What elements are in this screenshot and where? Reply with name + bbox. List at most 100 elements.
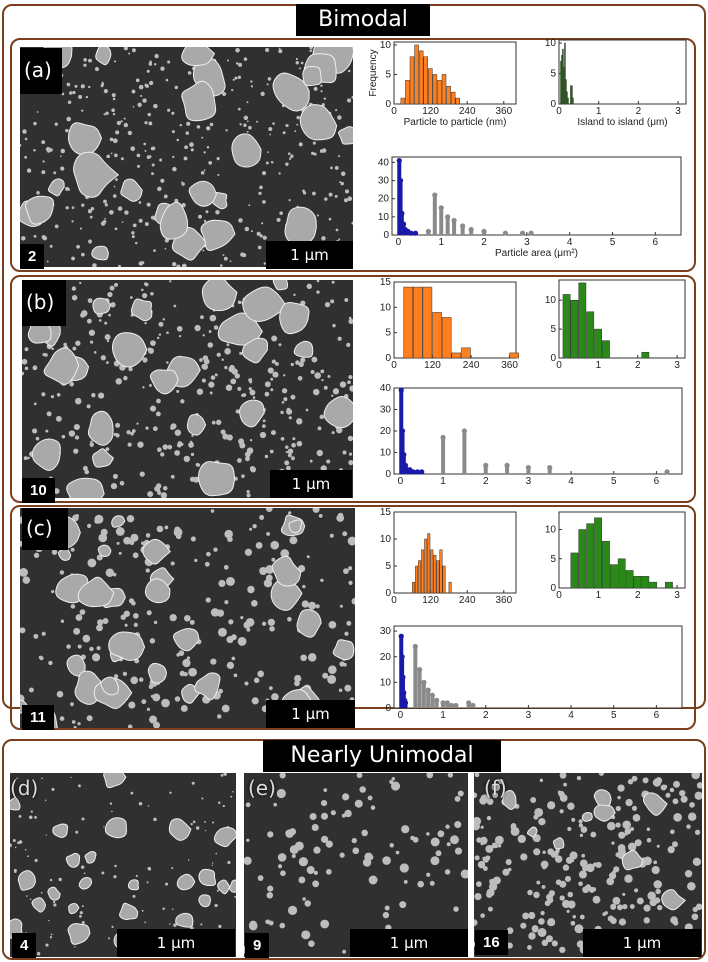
histogram-bar <box>412 581 415 594</box>
sem-small-particle <box>93 351 97 354</box>
y-tick-label: 5 <box>550 69 556 80</box>
sem-small-particle <box>271 693 279 701</box>
area-point <box>432 192 438 198</box>
sem-small-particle <box>208 381 215 388</box>
sem-small-particle <box>112 112 116 116</box>
sem-small-particle <box>288 511 292 515</box>
sem-small-particle <box>196 388 204 395</box>
sem-small-particle <box>129 296 133 299</box>
sem-small-particle <box>248 125 252 130</box>
histogram-bar <box>442 565 446 594</box>
y-tick-label: 10 <box>380 40 392 51</box>
area-point <box>421 679 427 685</box>
sem-small-particle <box>540 860 549 869</box>
sem-small-particle <box>482 866 488 871</box>
sem-small-particle <box>287 905 298 916</box>
sem-small-particle <box>173 923 177 927</box>
area-point <box>414 469 421 475</box>
sem-small-particle <box>320 90 323 93</box>
sem-small-particle <box>70 547 75 552</box>
sem-small-particle <box>174 450 180 456</box>
x-tick-label: 1 <box>596 590 602 601</box>
sem-small-particle <box>270 377 274 381</box>
sem-small-particle <box>207 342 214 348</box>
sem-small-particle <box>126 515 135 523</box>
sem-small-particle <box>206 126 211 131</box>
sem-small-particle <box>250 80 253 83</box>
sem-small-particle <box>74 397 82 405</box>
sem-small-particle <box>22 371 25 376</box>
sem-small-particle <box>100 84 104 88</box>
x-tick-label: 2 <box>636 106 642 117</box>
sem-small-particle <box>342 450 347 455</box>
sem-small-particle <box>287 616 292 622</box>
sem-small-particle <box>75 830 79 834</box>
sem-small-particle <box>91 393 96 398</box>
sem-small-particle <box>148 347 155 354</box>
sem-small-particle <box>69 381 75 387</box>
sem-small-particle <box>270 161 274 164</box>
x-tick-label: 0 <box>398 476 404 487</box>
sem-small-particle <box>166 361 169 364</box>
sem-small-particle <box>656 844 660 848</box>
sem-small-particle <box>230 378 237 385</box>
area-point <box>483 462 489 468</box>
sem-small-particle <box>673 812 682 822</box>
chart-b-iti: 0 1 2 3 0 5 10 <box>545 278 689 371</box>
area-point <box>408 230 414 236</box>
sem-small-particle <box>265 48 270 53</box>
sem-small-particle <box>323 788 328 792</box>
sem-small-particle <box>559 895 565 901</box>
sem-small-particle <box>250 85 254 88</box>
sem-small-particle <box>294 130 297 133</box>
y-tick-label: 0 <box>385 469 391 480</box>
sem-small-particle <box>149 383 152 387</box>
sem-small-particle <box>241 393 245 397</box>
sem-small-particle <box>41 392 46 397</box>
sem-small-particle <box>90 340 94 344</box>
sem-small-particle <box>73 725 77 728</box>
panel-label-c: (c) <box>22 508 68 550</box>
sem-small-particle <box>115 178 118 181</box>
sem-small-particle <box>312 880 320 888</box>
sem-small-particle <box>66 116 72 122</box>
sem-small-particle <box>160 66 165 71</box>
sem-small-particle <box>75 614 83 621</box>
sem-small-particle <box>89 442 94 447</box>
area-point <box>445 214 451 220</box>
sem-particle <box>31 438 61 471</box>
sem-small-particle <box>454 796 461 802</box>
x-tick-label: 240 <box>459 595 476 606</box>
sem-small-particle <box>139 471 145 477</box>
sem-small-particle <box>213 547 218 552</box>
sem-small-particle <box>612 896 621 905</box>
sem-small-particle <box>10 843 12 848</box>
sem-small-particle <box>285 123 289 128</box>
chart-a-ptp: 0 120 240 360 0 5 10 Particle to particle (nm) F… <box>368 40 520 128</box>
sem-small-particle <box>190 822 193 826</box>
sem-small-particle <box>203 151 206 154</box>
sem-small-particle <box>149 715 158 724</box>
sem-small-particle <box>104 321 108 325</box>
sem-small-particle <box>313 846 321 854</box>
sem-small-particle <box>248 387 252 391</box>
sem-small-particle <box>312 508 320 513</box>
sem-small-particle <box>138 84 144 90</box>
sem-small-particle <box>123 375 128 381</box>
sem-small-particle <box>170 425 175 430</box>
sem-small-particle <box>80 865 85 869</box>
sem-small-particle <box>689 802 695 808</box>
sem-small-particle <box>551 940 558 947</box>
area-point <box>466 700 472 706</box>
sem-small-particle <box>210 375 216 380</box>
sem-small-particle <box>618 831 626 839</box>
sem-small-particle <box>302 897 306 901</box>
sem-small-particle <box>670 829 675 835</box>
sem-particle <box>108 631 146 661</box>
sem-small-particle <box>104 217 107 220</box>
sem-small-particle <box>147 112 151 117</box>
x-tick-label: 4 <box>567 237 573 248</box>
sem-small-particle <box>96 554 103 561</box>
sem-small-particle <box>313 870 318 875</box>
sem-small-particle <box>324 197 328 201</box>
